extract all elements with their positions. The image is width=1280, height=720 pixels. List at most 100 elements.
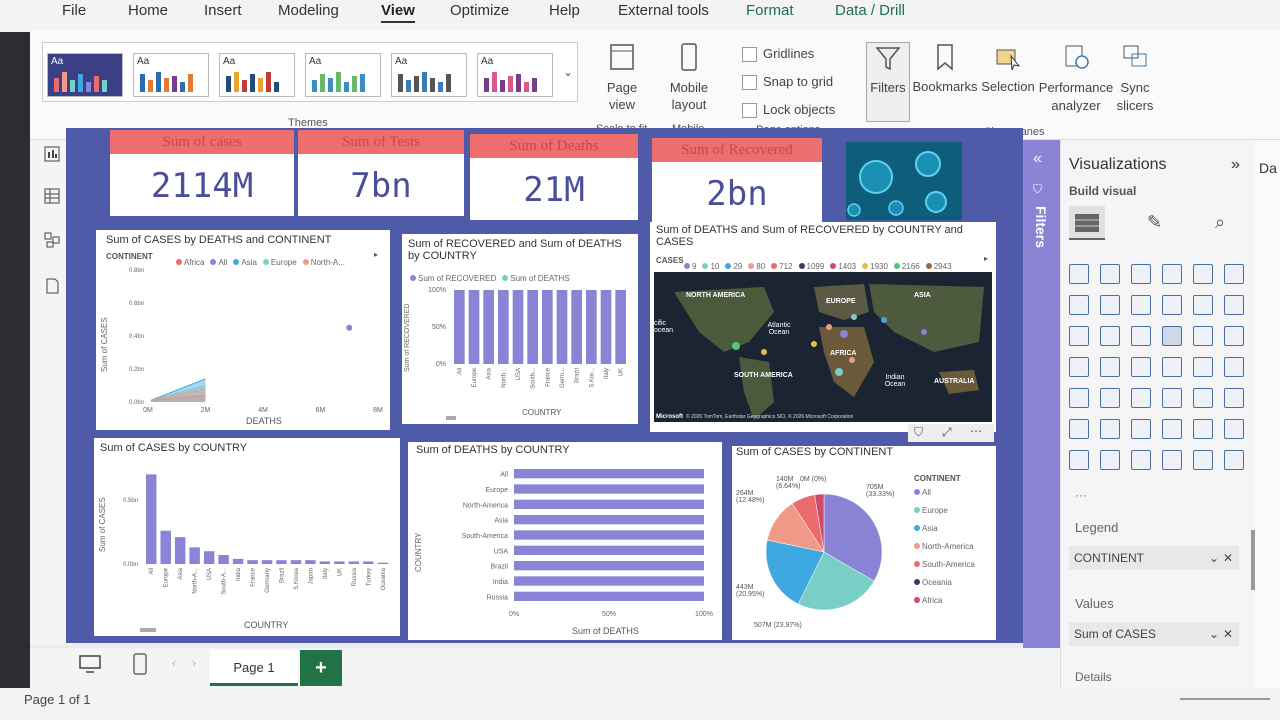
- legend-item[interactable]: South-America: [914, 560, 994, 569]
- menu-insert[interactable]: Insert: [204, 2, 242, 19]
- kpi-card-cases[interactable]: Sum of cases 2114M: [110, 130, 294, 216]
- build-visual-tab[interactable]: [1069, 206, 1105, 240]
- scrollbar[interactable]: [140, 628, 156, 632]
- menu-home[interactable]: Home: [128, 2, 169, 19]
- paginated-report-icon[interactable]: [1069, 450, 1089, 470]
- multirow-card-icon[interactable]: [1069, 388, 1089, 408]
- chevron-left-icon[interactable]: «: [1033, 150, 1042, 167]
- legend-item[interactable]: 29: [725, 262, 742, 271]
- card-icon[interactable]: [1224, 357, 1244, 377]
- legend-item[interactable]: Asia: [914, 524, 994, 533]
- stacked-area-icon[interactable]: [1131, 295, 1151, 315]
- funnel-chart-icon[interactable]: [1100, 326, 1120, 346]
- map-icon[interactable]: [1069, 357, 1089, 377]
- legend-item[interactable]: All: [210, 258, 227, 267]
- legend-item[interactable]: 1403: [830, 262, 856, 271]
- analytics-icon[interactable]: ⌕: [1215, 212, 1226, 232]
- 100-bar-icon[interactable]: [1193, 264, 1213, 284]
- clustered-column-icon[interactable]: [1162, 264, 1182, 284]
- treemap-icon[interactable]: [1224, 326, 1244, 346]
- world-map[interactable]: [654, 272, 992, 422]
- r-visual-icon[interactable]: [1224, 388, 1244, 408]
- more-options-icon[interactable]: ⋯: [970, 424, 982, 438]
- menu-format[interactable]: Format: [746, 2, 794, 19]
- legend-item[interactable]: 80: [748, 262, 765, 271]
- filters-pane-collapsed[interactable]: « ⛉ Filters: [1023, 140, 1060, 650]
- legend-item[interactable]: Africa: [914, 596, 994, 605]
- desktop-view-icon[interactable]: [78, 654, 102, 674]
- report-view-icon[interactable]: [44, 146, 60, 162]
- 100-column-icon[interactable]: [1224, 264, 1244, 284]
- python-visual-icon[interactable]: [1069, 419, 1089, 439]
- scatter-icon[interactable]: [1131, 326, 1151, 346]
- stacked-column-icon[interactable]: [1100, 264, 1120, 284]
- clustered-bar-icon[interactable]: [1131, 264, 1151, 284]
- qa-icon[interactable]: [1162, 419, 1182, 439]
- power-apps-icon[interactable]: [1100, 450, 1120, 470]
- more-visuals-icon[interactable]: ···: [1075, 488, 1087, 502]
- legend-item[interactable]: Europe: [262, 258, 297, 267]
- power-automate-icon[interactable]: [1131, 450, 1151, 470]
- menu-data-drill[interactable]: Data / Drill: [835, 2, 906, 19]
- key-influencers-icon[interactable]: [1100, 419, 1120, 439]
- dax-query-icon[interactable]: [44, 278, 60, 294]
- azure-map-icon[interactable]: [1162, 357, 1182, 377]
- chevron-down-icon[interactable]: ⌄: [1208, 551, 1219, 565]
- trophy-icon[interactable]: [1224, 419, 1244, 439]
- theme-swatch[interactable]: Aa: [47, 53, 123, 97]
- menu-file[interactable]: File: [62, 2, 87, 19]
- arcgis-icon[interactable]: [1162, 450, 1182, 470]
- gridlines-checkbox[interactable]: Gridlines: [742, 46, 814, 63]
- chevron-down-icon[interactable]: ⌄: [1208, 627, 1219, 641]
- waterfall-icon[interactable]: [1069, 326, 1089, 346]
- legend-item[interactable]: Oceania: [914, 578, 994, 587]
- narrative-icon[interactable]: [1193, 419, 1213, 439]
- mobile-layout-button[interactable]: Mobile layout: [664, 42, 714, 113]
- bookmarks-pane-button[interactable]: Bookmarks: [912, 42, 978, 94]
- map-card[interactable]: Sum of DEATHS and Sum of RECOVERED by CO…: [650, 222, 996, 432]
- zoom-slider[interactable]: [1180, 698, 1270, 700]
- legend-item[interactable]: 1930: [862, 262, 888, 271]
- phone-view-icon[interactable]: [132, 652, 148, 676]
- legend-item[interactable]: North-A...: [302, 258, 345, 267]
- filter-icon[interactable]: ⛉: [914, 425, 924, 439]
- page-view-button[interactable]: Page view: [598, 42, 646, 113]
- page-tab[interactable]: Page 1: [210, 650, 298, 686]
- chevrons-icon[interactable]: [1224, 450, 1244, 470]
- add-page-button[interactable]: +: [300, 650, 342, 686]
- theme-swatch[interactable]: Aa: [219, 53, 295, 97]
- pie-chart-card[interactable]: Sum of CASES by CONTINENT CONTINENT All E…: [732, 446, 996, 640]
- line-clustered-icon[interactable]: [1193, 295, 1213, 315]
- close-icon[interactable]: ✕: [1222, 627, 1233, 641]
- table-icon[interactable]: [1162, 388, 1182, 408]
- table-view-icon[interactable]: [44, 188, 60, 204]
- legend-item[interactable]: Africa: [176, 258, 204, 267]
- legend-item[interactable]: 1099: [798, 262, 824, 271]
- kpi-card-recovered[interactable]: Sum of Recovered 2bn: [652, 138, 822, 224]
- legend-next-icon[interactable]: ▸: [374, 250, 379, 259]
- area-chart-card[interactable]: Sum of CASES by DEATHS and CONTINENT CON…: [96, 230, 390, 430]
- menu-help[interactable]: Help: [549, 2, 580, 19]
- kpi-card-deaths[interactable]: Sum of Deaths 21M: [470, 134, 638, 220]
- cases-by-country-card[interactable]: Sum of CASES by COUNTRY 0.5bn 0.0bn All Eur…: [94, 438, 400, 636]
- line-chart-icon[interactable]: [1069, 295, 1089, 315]
- scrollbar[interactable]: [446, 416, 456, 420]
- gauge-icon[interactable]: [1193, 357, 1213, 377]
- kpi-icon[interactable]: [1100, 388, 1120, 408]
- filters-pane-button[interactable]: Filters: [866, 42, 910, 122]
- matrix-icon[interactable]: [1193, 388, 1213, 408]
- legend-next-icon[interactable]: ▸: [984, 254, 989, 263]
- selection-pane-button[interactable]: Selection: [980, 42, 1036, 94]
- legend-item[interactable]: 712: [771, 262, 793, 271]
- sync-slicers-button[interactable]: Sync slicers: [1112, 42, 1158, 115]
- legend-item[interactable]: Asia: [233, 258, 257, 267]
- close-icon[interactable]: ✕: [1222, 551, 1233, 565]
- menu-modeling[interactable]: Modeling: [278, 2, 339, 19]
- legend-item[interactable]: Sum of DEATHS: [502, 274, 570, 283]
- legend-item[interactable]: 2943: [925, 262, 952, 271]
- legend-item[interactable]: 10: [702, 262, 719, 271]
- decomposition-tree-icon[interactable]: [1131, 419, 1151, 439]
- deaths-by-country-card[interactable]: Sum of DEATHS by COUNTRY All Europe North-…: [408, 442, 722, 640]
- next-page-icon[interactable]: ›: [192, 656, 196, 670]
- menu-optimize[interactable]: Optimize: [450, 2, 510, 19]
